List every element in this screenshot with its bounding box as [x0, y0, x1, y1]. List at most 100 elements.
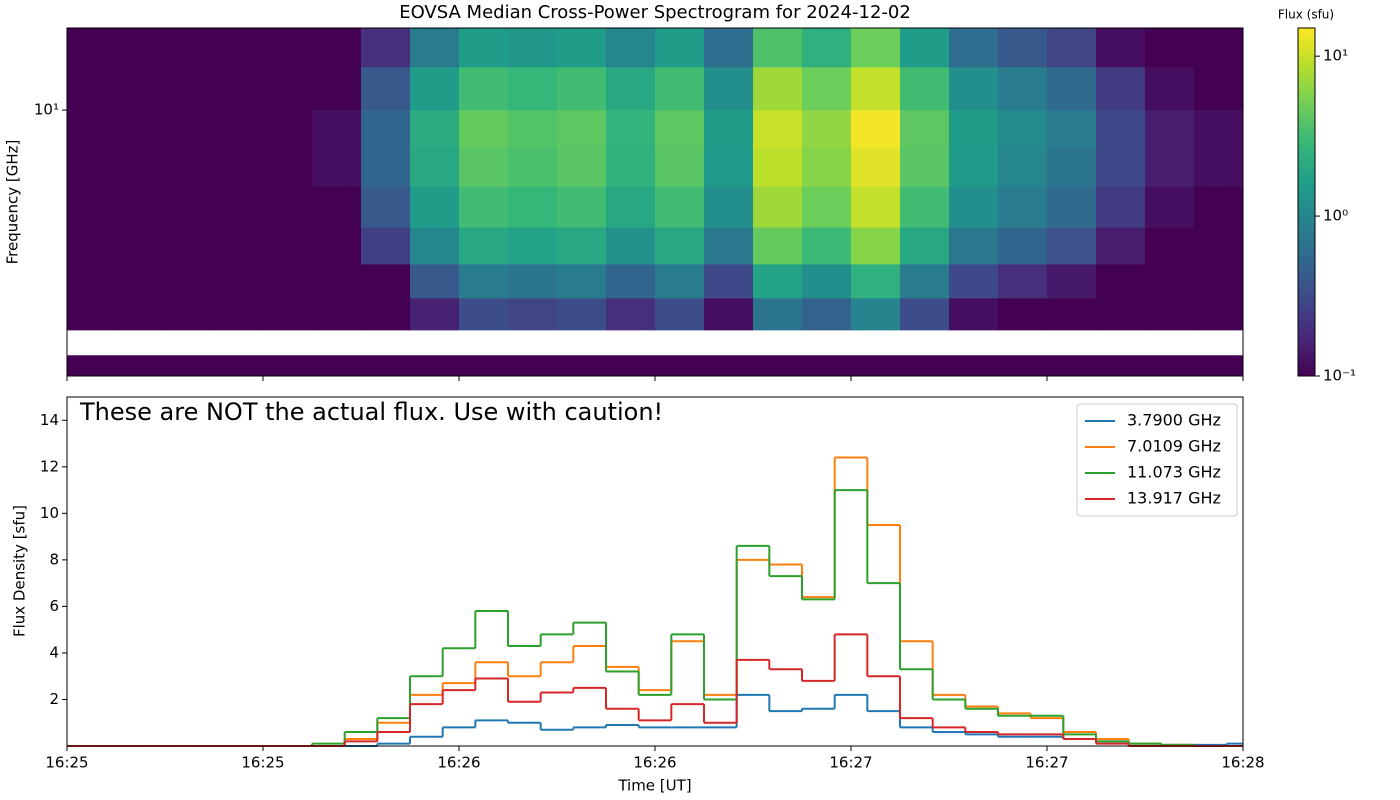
heatmap-cell [214, 28, 264, 68]
heatmap-cell [704, 264, 754, 299]
annotation: These are NOT the actual flux. Use with … [79, 398, 663, 426]
heatmap-cell [508, 355, 558, 377]
heatmap-cell [1096, 227, 1146, 265]
heatmap-cell [606, 110, 656, 148]
heatmap-cell [998, 67, 1048, 111]
heatmap-cell [214, 110, 264, 148]
heatmap-cell [655, 264, 705, 299]
heatmap-cell [851, 28, 901, 68]
x-axis-label: Time [UT] [617, 777, 691, 795]
heatmap-cell [67, 110, 117, 148]
heatmap-cell [1047, 146, 1097, 187]
heatmap-cell [1047, 298, 1097, 331]
x-tick-label: 16:25 [241, 754, 284, 772]
heatmap-cell [116, 264, 166, 299]
heatmap-cell [900, 67, 950, 111]
heatmap-cell [606, 28, 656, 68]
heatmap-cell [214, 67, 264, 111]
heatmap-cell [214, 298, 264, 331]
heatmap-cell [1145, 186, 1195, 228]
heatmap-cell [410, 110, 460, 148]
step-riser [311, 490, 1195, 746]
heatmap-cell [998, 146, 1048, 187]
heatmap-cell [312, 355, 362, 377]
heatmap-cell [753, 298, 803, 331]
heatmap-cell [802, 186, 852, 228]
heatmap-cell [312, 146, 362, 187]
y-tick-label: 8 [49, 550, 59, 568]
heatmap-cell [1145, 146, 1195, 187]
heatmap-cell [851, 227, 901, 265]
heatmap-cell [802, 110, 852, 148]
heatmap-cell [655, 355, 705, 377]
x-tick-label: 16:26 [633, 754, 676, 772]
heatmap-cell [851, 298, 901, 331]
colorbar-tick-label: 10⁰ [1323, 207, 1348, 225]
heatmap-cell [851, 355, 901, 377]
heatmap-cell [459, 110, 509, 148]
heatmap-cell [655, 186, 705, 228]
heatmap-cell [949, 264, 999, 299]
heatmap-cell [606, 264, 656, 299]
heatmap-cell [116, 28, 166, 68]
heatmap-cell [263, 227, 313, 265]
heatmap-cell [312, 264, 362, 299]
legend-label: 11.073 GHz [1127, 463, 1221, 482]
heatmap-cell [949, 28, 999, 68]
heatmap-cell [116, 67, 166, 111]
heatmap-cell [557, 186, 607, 228]
heatmap-cell [459, 298, 509, 331]
heatmap-cell [949, 298, 999, 331]
heatmap-cell [802, 67, 852, 111]
heatmap-cell [263, 146, 313, 187]
heatmap-cell [557, 227, 607, 265]
heatmap-cell [1194, 298, 1244, 331]
heatmap-cell [1194, 146, 1244, 187]
heatmap-cell [361, 28, 411, 68]
x-tick-label: 16:25 [45, 754, 88, 772]
heatmap-cell [508, 298, 558, 331]
heatmap-cell [753, 227, 803, 265]
heatmap-cell [410, 355, 460, 377]
heatmap-cell [67, 186, 117, 228]
heatmap-cell [312, 227, 362, 265]
heatmap-cell [802, 146, 852, 187]
heatmap-cell [557, 146, 607, 187]
heatmap-cell [606, 67, 656, 111]
heatmap-cell [557, 298, 607, 331]
heatmap-cell [998, 227, 1048, 265]
heatmap-cell [67, 298, 117, 331]
heatmap-cell [1194, 110, 1244, 148]
heatmap-cell [361, 110, 411, 148]
heatmap-cell [900, 264, 950, 299]
heatmap-cell [312, 298, 362, 331]
chart-title: EOVSA Median Cross-Power Spectrogram for… [399, 2, 911, 23]
heatmap-cell [655, 28, 705, 68]
heatmap-cell [1145, 67, 1195, 111]
heatmap-cell [410, 67, 460, 111]
heatmap-cell [1145, 264, 1195, 299]
heatmap-cell [1145, 110, 1195, 148]
heatmap-cell [1047, 355, 1097, 377]
step-riser [343, 457, 1195, 746]
heatmap-cell [67, 264, 117, 299]
x-tick-label: 16:27 [829, 754, 872, 772]
heatmap-cell [410, 146, 460, 187]
y-axis-label: Frequency [GHz] [4, 140, 22, 265]
heatmap-cell [459, 186, 509, 228]
heatmap-cell [704, 227, 754, 265]
heatmap-cell [704, 355, 754, 377]
heatmap-cell [67, 28, 117, 68]
heatmap-cell [67, 146, 117, 187]
heatmap-cell [557, 67, 607, 111]
step-riser [343, 634, 1130, 746]
heatmap-cell [949, 110, 999, 148]
heatmap-cell [459, 146, 509, 187]
heatmap-cell [361, 67, 411, 111]
heatmap-cell [361, 186, 411, 228]
heatmap-cell [67, 67, 117, 111]
heatmap-cell [655, 110, 705, 148]
heatmap-cell [998, 298, 1048, 331]
heatmap-cell [557, 264, 607, 299]
heatmap-cell [1096, 67, 1146, 111]
